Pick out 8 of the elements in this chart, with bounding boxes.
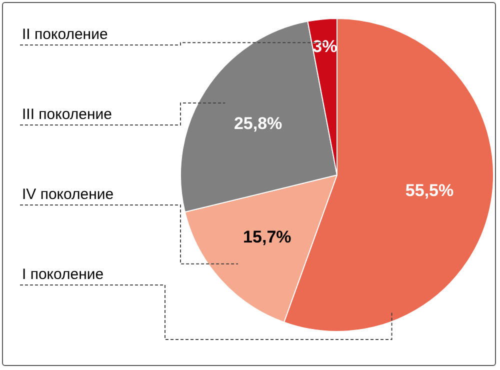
slice-label: III поколение <box>22 106 112 123</box>
slice-label: I поколение <box>22 266 104 283</box>
data-label: 55,5% <box>405 180 454 200</box>
slice-label: II поколение <box>22 26 108 43</box>
data-label: 3% <box>312 36 338 56</box>
data-label: 15,7% <box>243 227 292 246</box>
slice-label: IV поколение <box>22 186 114 203</box>
data-label: 25,8% <box>234 114 282 133</box>
